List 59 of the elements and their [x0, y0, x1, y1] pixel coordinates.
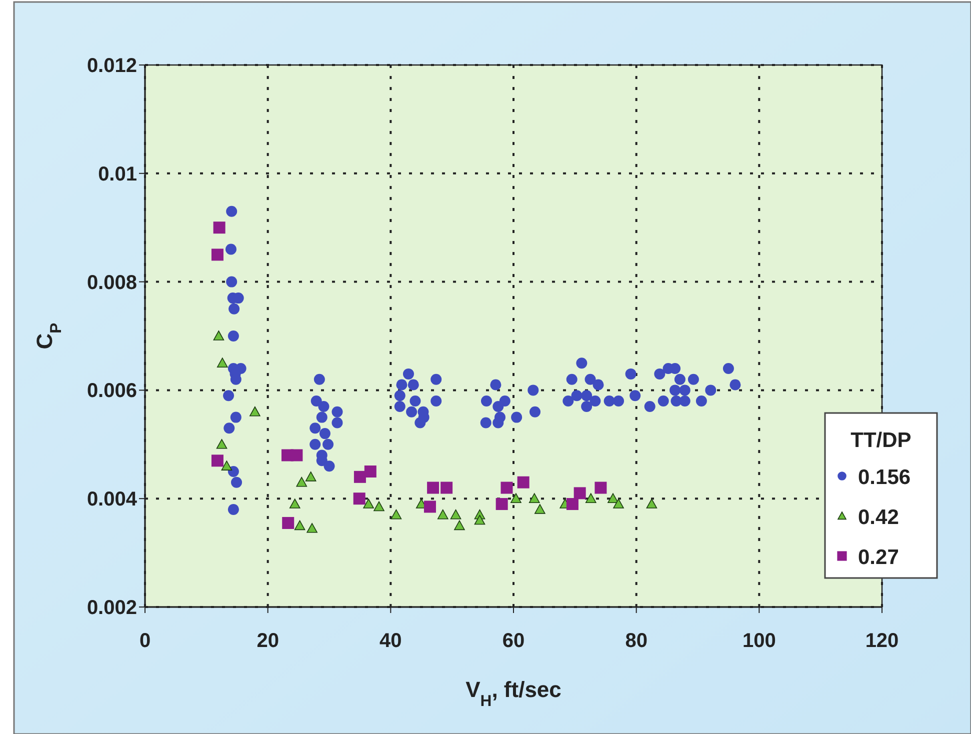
point — [282, 516, 294, 529]
point — [566, 498, 578, 510]
point — [354, 470, 366, 483]
point — [216, 439, 228, 449]
point — [213, 330, 224, 340]
point — [528, 493, 540, 503]
x-axis-title: V$_{H}$, ft/sec — [466, 677, 562, 710]
point — [594, 482, 607, 494]
x-tick-label: 20 — [256, 630, 279, 652]
point — [574, 487, 586, 500]
point — [437, 509, 448, 520]
legend-title: TT/DP — [850, 429, 912, 452]
point — [211, 248, 224, 261]
point — [305, 472, 316, 482]
y-tick-label: 0.012 — [86, 55, 137, 77]
point — [613, 498, 624, 508]
point — [364, 466, 376, 478]
point — [427, 482, 440, 494]
point — [608, 493, 618, 503]
y-tick-label: 0.008 — [86, 272, 137, 294]
point — [517, 476, 530, 488]
x-tick-label: 40 — [380, 630, 402, 652]
point — [534, 504, 546, 514]
point — [440, 482, 453, 494]
point — [496, 498, 508, 510]
x-tick-label: 0 — [139, 630, 151, 652]
point — [510, 493, 522, 503]
legend-label: 0.27 — [858, 546, 899, 569]
point — [424, 500, 436, 513]
point — [306, 523, 318, 533]
legend-label: 0.42 — [858, 506, 899, 529]
y-tick-label: 0.002 — [86, 597, 137, 619]
point — [454, 520, 465, 530]
x-tick-label: 60 — [502, 630, 525, 652]
point — [450, 509, 462, 520]
point — [585, 493, 596, 503]
point — [646, 498, 658, 508]
point — [290, 449, 303, 462]
point — [500, 482, 513, 494]
point — [353, 492, 366, 505]
point — [250, 406, 260, 416]
point — [213, 222, 226, 234]
y-tick-label: 0.01 — [98, 163, 137, 186]
y-tick-label: 0.004 — [86, 488, 138, 511]
x-tick-label: 80 — [625, 630, 648, 652]
point — [390, 509, 402, 520]
x-tick-label: 120 — [865, 630, 899, 652]
x-tick-label: 100 — [742, 630, 776, 652]
point — [216, 358, 228, 368]
point — [363, 498, 374, 508]
point — [289, 498, 300, 508]
point — [374, 501, 384, 512]
point — [211, 454, 224, 467]
point — [294, 520, 306, 530]
point — [296, 476, 308, 487]
point — [474, 514, 486, 525]
y-tick-label: 0.006 — [86, 380, 137, 402]
point — [221, 460, 232, 470]
legend-label: 0.156 — [858, 466, 911, 489]
